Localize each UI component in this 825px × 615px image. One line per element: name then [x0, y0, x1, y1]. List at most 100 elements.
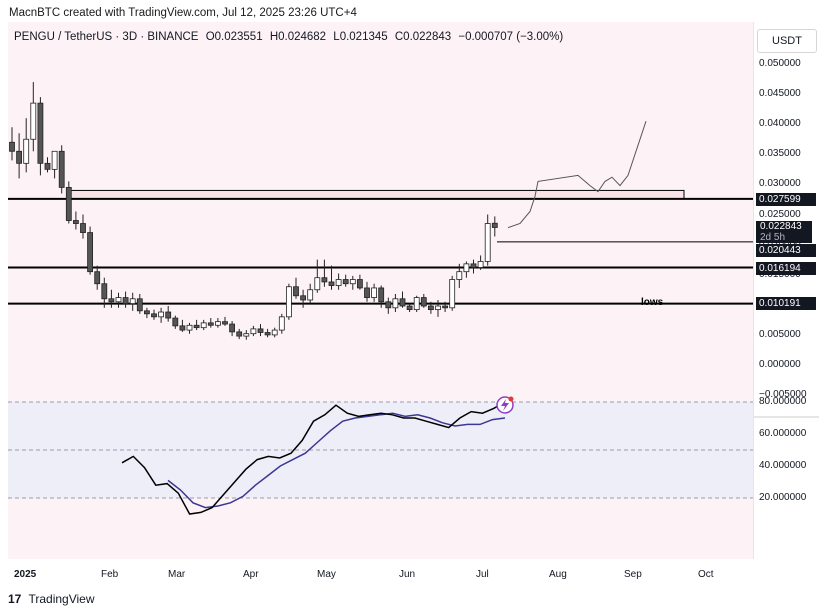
candle-body — [9, 141, 15, 152]
candle-body — [94, 271, 101, 285]
candle-body — [420, 297, 427, 307]
candle-body — [278, 316, 285, 331]
candle-body — [435, 305, 441, 311]
oscillator-tick-label: 60.000000 — [759, 428, 807, 439]
candle-body — [23, 138, 30, 164]
candle-body — [385, 301, 392, 309]
candle-body — [207, 322, 214, 326]
candle-body — [122, 297, 129, 304]
time-axis-label: Jun — [399, 569, 416, 580]
candle-body — [186, 324, 193, 331]
candle-body — [257, 328, 264, 333]
candle-body — [51, 150, 58, 170]
price-tick-label: 0.000000 — [759, 359, 801, 370]
ohlc-close: C0.022843 — [394, 31, 452, 43]
candle-body — [115, 297, 122, 303]
candle-body — [399, 298, 406, 307]
candle-body — [136, 298, 143, 312]
time-axis-label: Apr — [243, 569, 259, 580]
candle-body — [378, 287, 385, 303]
candle-body — [58, 150, 65, 188]
oscillator-tick-label: 80.000000 — [759, 396, 807, 407]
candle-body — [101, 283, 108, 300]
candle-body — [463, 263, 470, 273]
candle-body — [236, 331, 243, 337]
candle-body — [335, 279, 342, 286]
candle-body — [371, 287, 378, 298]
candle-body — [364, 287, 370, 298]
candle-body — [73, 220, 79, 224]
time-axis-label: Oct — [698, 569, 714, 580]
candle-body — [456, 271, 463, 280]
candle-body — [16, 150, 23, 164]
candle-body — [172, 317, 179, 327]
lows-annotation: lows — [641, 297, 664, 308]
candle-body — [87, 232, 93, 273]
candle-body — [37, 102, 44, 164]
symbol-name[interactable]: PENGU / TetherUS · 3D · BINANCE — [14, 31, 199, 43]
price-tick-label: −0.005000 — [759, 389, 807, 401]
current-price-value: 0.022843 — [760, 221, 802, 232]
price-tick-label: 0.045000 — [759, 88, 801, 100]
candle-body — [214, 321, 221, 326]
mid-level-tag: 0.020443 — [756, 244, 816, 257]
candle-body — [222, 321, 228, 325]
candle-body — [392, 298, 399, 309]
candle-body — [250, 328, 257, 335]
candle-body — [470, 263, 477, 268]
candle-body — [80, 223, 86, 233]
candle-body — [477, 261, 484, 268]
candle-body — [427, 305, 434, 311]
candle-body — [108, 298, 115, 303]
time-axis-label: Aug — [549, 569, 567, 580]
candle-body — [44, 162, 51, 170]
price-tick-label: 0.025000 — [759, 208, 801, 220]
ohlc-low: L0.021345 — [333, 31, 388, 43]
tradingview-footer: 17 TradingView — [8, 592, 95, 606]
price-tick-label: 0.050000 — [759, 58, 801, 69]
candle-body — [413, 297, 420, 311]
candle-body — [342, 279, 349, 285]
price-axis[interactable] — [753, 22, 820, 559]
ohlc-change: −0.000707 (−3.00%) — [458, 31, 564, 43]
brand-name: TradingView — [28, 592, 95, 606]
lightning-icon-glyph — [501, 399, 509, 411]
candle-body — [151, 313, 157, 318]
notification-dot — [508, 396, 514, 402]
candle-body — [129, 298, 136, 304]
time-axis-label: May — [317, 569, 336, 580]
resistance-level-tag: 0.027599 — [756, 193, 816, 206]
oscillator-fast-line — [121, 401, 506, 515]
oscillator-tick-label: 20.000000 — [759, 492, 807, 503]
price-tick-label: 0.030000 — [759, 178, 801, 190]
candle-body — [30, 102, 37, 140]
candle-countdown: 2d 5h — [760, 232, 786, 243]
time-axis-label: Mar — [168, 569, 186, 580]
candle-body — [449, 279, 456, 309]
resistance-zone — [69, 189, 685, 200]
candle-body — [314, 277, 321, 291]
price-tick-label: 0.005000 — [759, 328, 801, 340]
currency-unit-button[interactable]: USDT — [757, 29, 817, 53]
candle-body — [356, 279, 363, 289]
time-axis-label: 2025 — [14, 569, 37, 580]
ohlc-open: O0.023551 — [205, 31, 263, 43]
candle-body — [321, 277, 328, 283]
projection-path — [507, 121, 647, 229]
chart-credit: MacnBTC created with TradingView.com, Ju… — [9, 7, 357, 19]
symbol-legend: PENGU / TetherUS · 3D · BINANCE O0.02355… — [14, 31, 567, 43]
candle-body — [264, 332, 271, 336]
oscillator-slow-line — [167, 412, 506, 509]
candle-body — [307, 289, 314, 301]
candle-body — [328, 281, 335, 286]
time-axis-label: Sep — [624, 569, 642, 580]
tradingview-logo-icon: 17 — [8, 592, 22, 606]
candle-body — [143, 310, 150, 315]
candle-body — [484, 223, 491, 262]
candle-body — [229, 323, 236, 333]
candle-body — [300, 295, 307, 301]
candle-body — [193, 324, 200, 329]
candle-body — [285, 286, 292, 318]
candle-body — [158, 311, 165, 318]
candle-body — [442, 305, 449, 309]
